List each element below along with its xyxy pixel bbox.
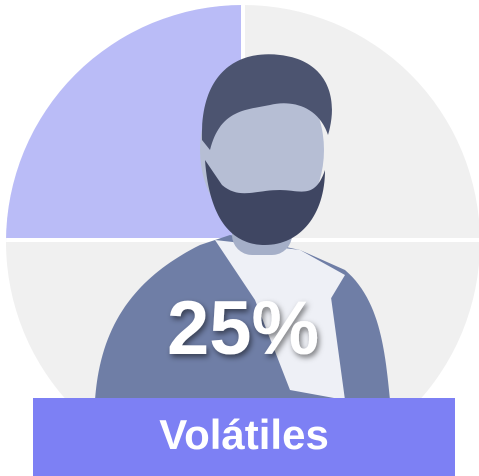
chart: 25% Volátiles (0, 0, 479, 476)
label: Volátiles (159, 411, 329, 458)
value-label: 25% (167, 286, 319, 371)
